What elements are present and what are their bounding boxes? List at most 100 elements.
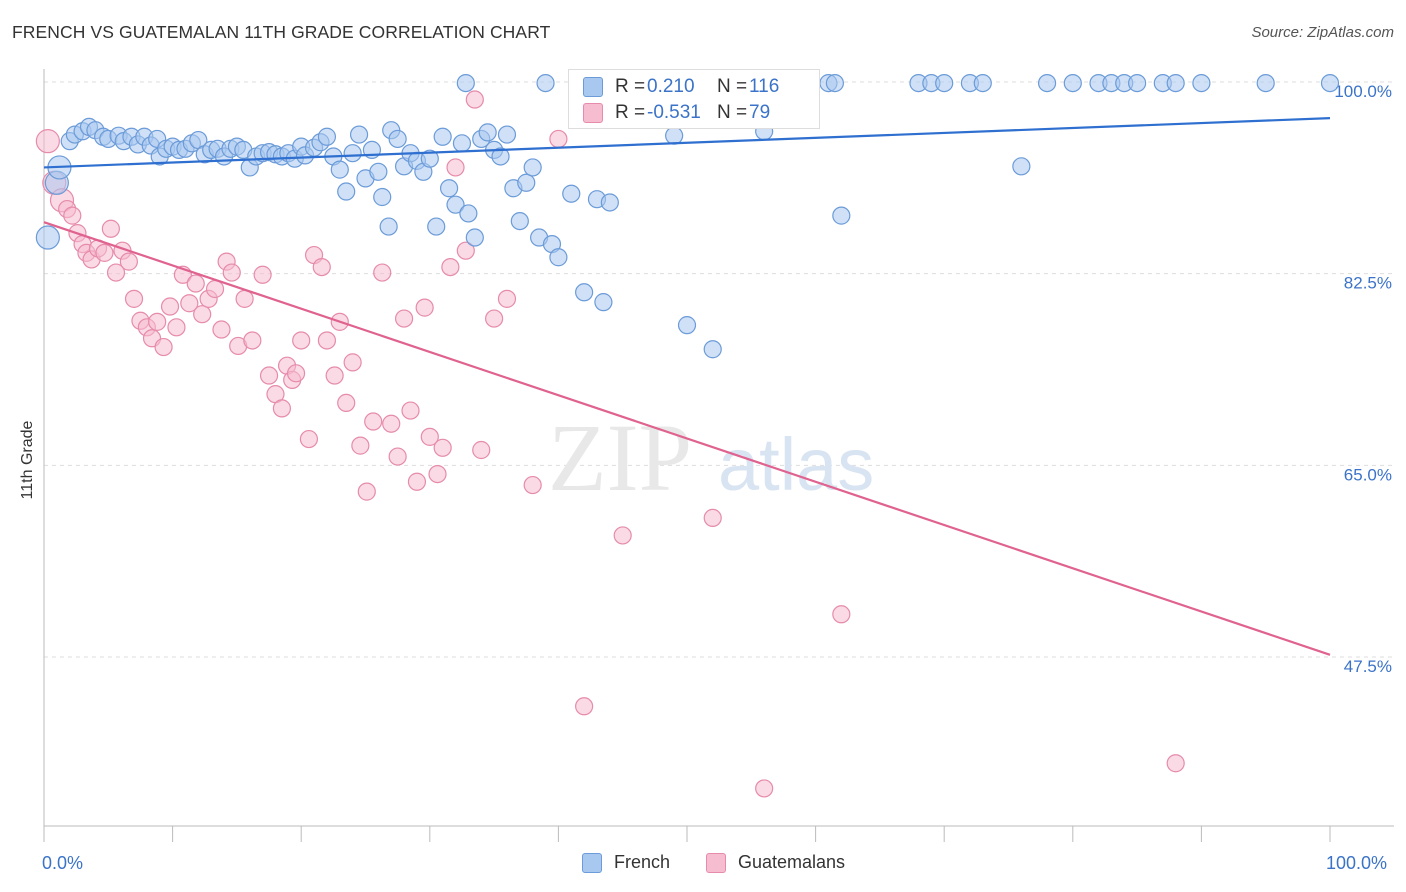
french-point [35,225,60,250]
french-point [465,228,484,247]
french-point [456,73,475,93]
guatemalan-point [148,312,167,331]
guatemalan-point [433,438,452,457]
french-point [1166,73,1185,93]
french-point [373,187,392,207]
guatemalan-point [299,429,319,449]
guatemalan-point [388,447,407,466]
guatemalan-point [575,697,594,716]
french-point [497,125,517,144]
guatemalan-point [186,274,205,293]
guatemalan-point [382,414,401,433]
guatemalan-point [259,366,279,385]
guatemalan-point [428,464,447,484]
y-tick-label: 47.5% [1344,657,1392,676]
legend-label-french: French [614,852,671,872]
guatemalan-point [119,252,138,271]
french-point [491,147,510,166]
guatemalan-point [472,440,491,460]
guatemalans-points [35,90,1185,798]
guatemalan-point [222,263,241,282]
french-point [523,158,542,177]
french-point [349,125,369,144]
guatemalan-point [235,289,254,308]
french-point [317,127,337,146]
guatemalan-point [167,318,186,337]
axes [43,69,1394,842]
y-tick-labels: 100.0% 82.5% 65.0% 47.5% [1334,82,1392,676]
french-point [973,73,992,93]
french-point [1127,73,1147,93]
guatemalan-point [523,475,542,495]
guatemalan-point [373,263,392,282]
french-point [1256,73,1275,93]
guatemalan-point [832,605,851,624]
french-point [337,182,356,201]
french-point [517,173,536,192]
y-tick-label: 65.0% [1344,465,1392,484]
guatemalan-point [420,427,439,446]
guatemalan-point [446,158,465,177]
guatemalans-swatch [706,852,726,873]
french-point [1320,73,1340,93]
french-point [478,123,497,142]
french-point [459,204,478,223]
guatemalan-point [180,294,199,313]
guatemalans-swatch [583,103,603,123]
legend-item-guatemalans: Guatemalans [706,852,845,873]
french-point [379,217,398,236]
guatemalan-point [325,366,344,385]
guatemalan-point [95,243,114,262]
source-note: Source: ZipAtlas.com [1251,24,1394,41]
n-value: 79 [749,102,771,123]
french-swatch [583,77,603,97]
french-point [575,283,594,302]
french-point [1037,73,1057,93]
guatemalan-point [312,257,331,277]
french-point [600,193,619,212]
guatemalan-point [243,331,262,350]
french-trend-line [43,117,1331,169]
r-label: R = [615,102,646,123]
french-point [433,127,452,146]
guatemalan-point [160,297,180,316]
watermark: ZIP atlas [548,404,874,511]
french-point [1192,73,1211,93]
guatemalan-point [497,289,517,308]
series-legend: French Guatemalans [0,852,1406,878]
guatemalan-point [63,206,82,225]
french-point [832,206,851,225]
guatemalan-point [407,472,427,491]
french-point [369,162,388,181]
guatemalan-point [205,279,225,299]
guatemalan-point [485,309,504,328]
french-point [549,248,568,267]
n-label: N = [717,76,748,97]
legend-row-guatemalans: R = -0.531 N = 79 [583,101,770,125]
french-swatch [582,852,602,873]
guatemalan-point [292,331,311,350]
french-point [536,73,555,93]
guatemalan-point [456,241,475,260]
guatemalan-point [357,482,376,501]
guatemalan-point [272,399,292,418]
french-point [665,126,684,145]
french-point [388,129,407,149]
guatemalan-point [337,393,356,413]
guatemalan-point [286,364,306,383]
french-point [439,179,459,198]
trend-lines [43,117,1331,656]
french-point [594,293,613,312]
guatemalan-point [351,436,370,455]
guatemalan-point [703,508,722,528]
french-point [1012,157,1031,176]
legend-label-guatemalans: Guatemalans [738,852,846,872]
guatemalan-point [212,320,231,339]
french-point [343,144,362,163]
guatemalan-point [343,353,362,372]
guatemalan-point [253,265,272,284]
guatemalan-point [415,298,434,317]
watermark-zip: ZIP [548,404,692,511]
guatemalan-point [441,257,460,277]
